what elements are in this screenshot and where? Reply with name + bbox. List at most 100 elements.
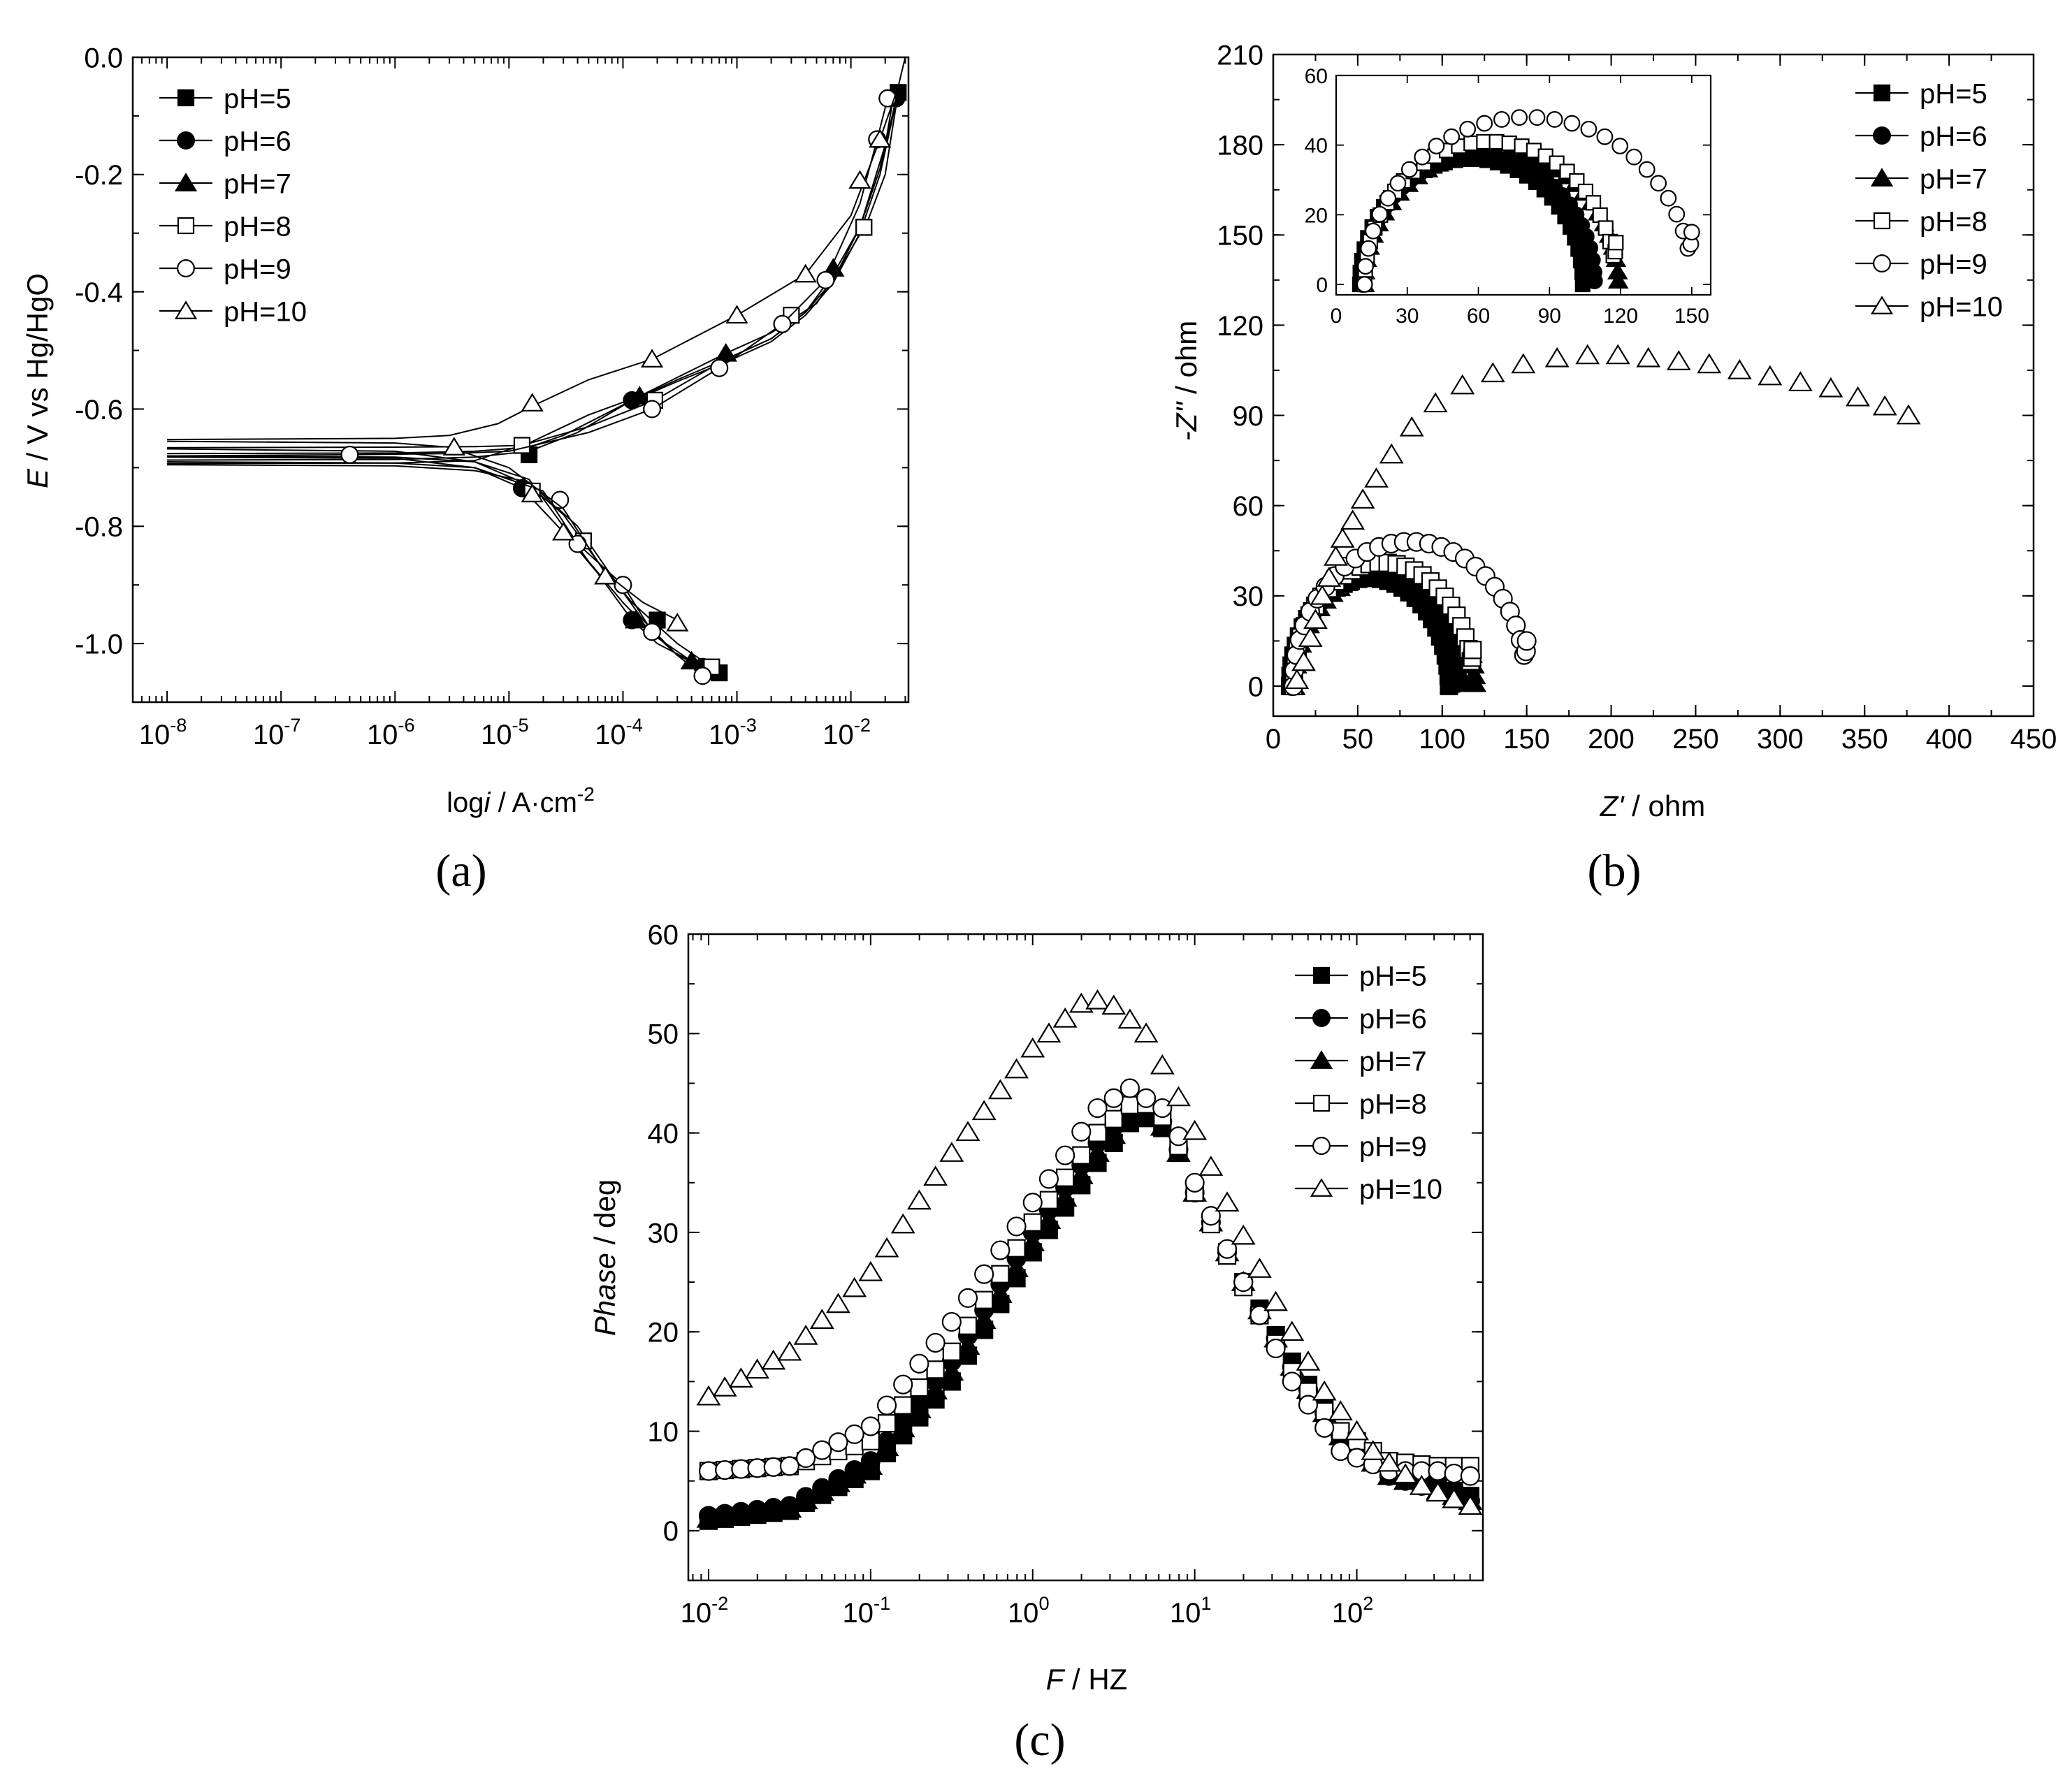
data-point: [874, 1237, 899, 1258]
data-point: [1608, 235, 1624, 251]
b-xtick-label: 250: [1672, 724, 1719, 755]
legend-label: pH=8: [224, 211, 291, 242]
filled-triangle-icon: [1310, 1050, 1333, 1069]
b-ytick-label: 120: [1217, 311, 1263, 342]
inset-ytick-label: 60: [1305, 65, 1328, 88]
legend-label: pH=7: [1359, 1046, 1427, 1077]
data-point: [1758, 365, 1783, 386]
b-ytick-label: 0: [1248, 671, 1263, 702]
data-point: [1872, 395, 1897, 416]
data-point: [794, 263, 817, 283]
data-point: [698, 1461, 719, 1481]
filled-triangle-icon: [174, 173, 198, 191]
data-point: [779, 1456, 799, 1476]
data-point: [842, 1276, 867, 1297]
data-point: [1423, 392, 1448, 413]
data-point: [1625, 148, 1643, 166]
legend-label: pH=9: [1359, 1131, 1427, 1162]
data-point: [1426, 1481, 1450, 1502]
data-point: [1068, 1164, 1094, 1184]
b-ytick-label: 210: [1217, 40, 1263, 71]
data-point: [777, 1340, 802, 1361]
c-ytick-label: 10: [648, 1417, 679, 1448]
data-point: [1006, 1216, 1027, 1237]
data-point: [1331, 1441, 1351, 1462]
data-point: [909, 1353, 929, 1374]
a-ytick-label: -0.8: [75, 512, 123, 543]
data-point: [877, 1414, 897, 1433]
data-point: [1638, 161, 1656, 178]
legend-a: pH=5 pH=6 pH=7 pH=8 pH=9 pH=10: [159, 83, 307, 327]
a-ytick-label: -0.4: [75, 277, 123, 308]
a-ytick-label: 0.0: [84, 43, 123, 73]
data-point: [1280, 1320, 1305, 1341]
data-point: [1365, 222, 1382, 240]
c-ytick-label: 50: [648, 1019, 679, 1050]
data-point: [858, 1455, 883, 1476]
legend-label: pH=5: [224, 83, 291, 114]
data-point: [643, 400, 662, 419]
data-point: [761, 1499, 786, 1520]
inset-xtick-label: 0: [1331, 305, 1342, 328]
data-point: [907, 1398, 932, 1419]
b-ytick-label: 60: [1233, 491, 1264, 522]
data-point: [1393, 1463, 1418, 1484]
filled-square-icon: [1312, 966, 1331, 984]
data-point: [878, 89, 897, 108]
data-point: [1592, 207, 1608, 223]
b-xtick-label: 350: [1841, 724, 1888, 755]
b-xtick-label: 400: [1926, 724, 1973, 755]
data-point: [640, 349, 664, 368]
a-xtick-tick-label: 10-4: [595, 714, 643, 750]
data-point: [552, 521, 575, 541]
data-point: [971, 1100, 997, 1121]
legend-label: pH=9: [224, 254, 291, 284]
data-point: [1522, 150, 1544, 167]
data-point: [1263, 1290, 1289, 1311]
data-point: [666, 612, 689, 632]
data-point: [926, 1360, 945, 1379]
data-point: [990, 1240, 1010, 1260]
data-point: [1563, 115, 1581, 132]
data-point: [1443, 128, 1461, 145]
data-point: [1476, 115, 1493, 132]
data-point: [1215, 1191, 1240, 1212]
data-point: [1117, 1105, 1143, 1126]
data-point: [1104, 1109, 1123, 1128]
data-point: [796, 1448, 816, 1469]
open-circle-icon: [1312, 1137, 1331, 1155]
data-point: [1428, 138, 1445, 154]
data-point: [521, 483, 544, 502]
data-point: [773, 314, 792, 333]
a-ytick-label: -0.2: [75, 160, 123, 191]
filled-circle-icon: [177, 131, 195, 150]
c-ytick-label: 0: [663, 1516, 679, 1547]
data-point: [1303, 609, 1328, 630]
a-xtick-tick-label: 10-2: [823, 714, 871, 750]
data-point: [1315, 1402, 1334, 1421]
legend-label: pH=10: [1920, 291, 2003, 322]
data-point: [826, 1293, 850, 1314]
data-point: [1357, 258, 1374, 275]
a-xtick-tick-label: 10-8: [139, 714, 187, 750]
data-point: [1152, 1098, 1173, 1119]
data-point: [1282, 1371, 1302, 1392]
a-xtick-tick-label: 10-5: [481, 714, 529, 750]
legend-label: pH=6: [1920, 121, 1987, 152]
inset-b: 0 30 60 90 120 150 0 20 40 60: [1305, 65, 1712, 328]
c-xtick-tick-label: 100: [1008, 1592, 1050, 1629]
data-point: [1036, 1022, 1062, 1043]
series-a-pH=9: [167, 89, 897, 685]
legend-label: pH=9: [1920, 249, 1987, 279]
data-point: [594, 565, 617, 585]
data-point: [1052, 1186, 1078, 1207]
data-point: [1085, 989, 1110, 1010]
b-xtick-label: 100: [1419, 724, 1465, 755]
legend-c: pH=5 pH=6 pH=7 pH=8 pH=9 pH=10: [1295, 961, 1442, 1205]
data-point: [1463, 135, 1479, 152]
b-ytick-label: 90: [1233, 401, 1264, 432]
data-point: [1788, 371, 1813, 392]
data-point: [1516, 631, 1537, 651]
data-point: [624, 609, 648, 629]
data-point: [1650, 175, 1667, 192]
